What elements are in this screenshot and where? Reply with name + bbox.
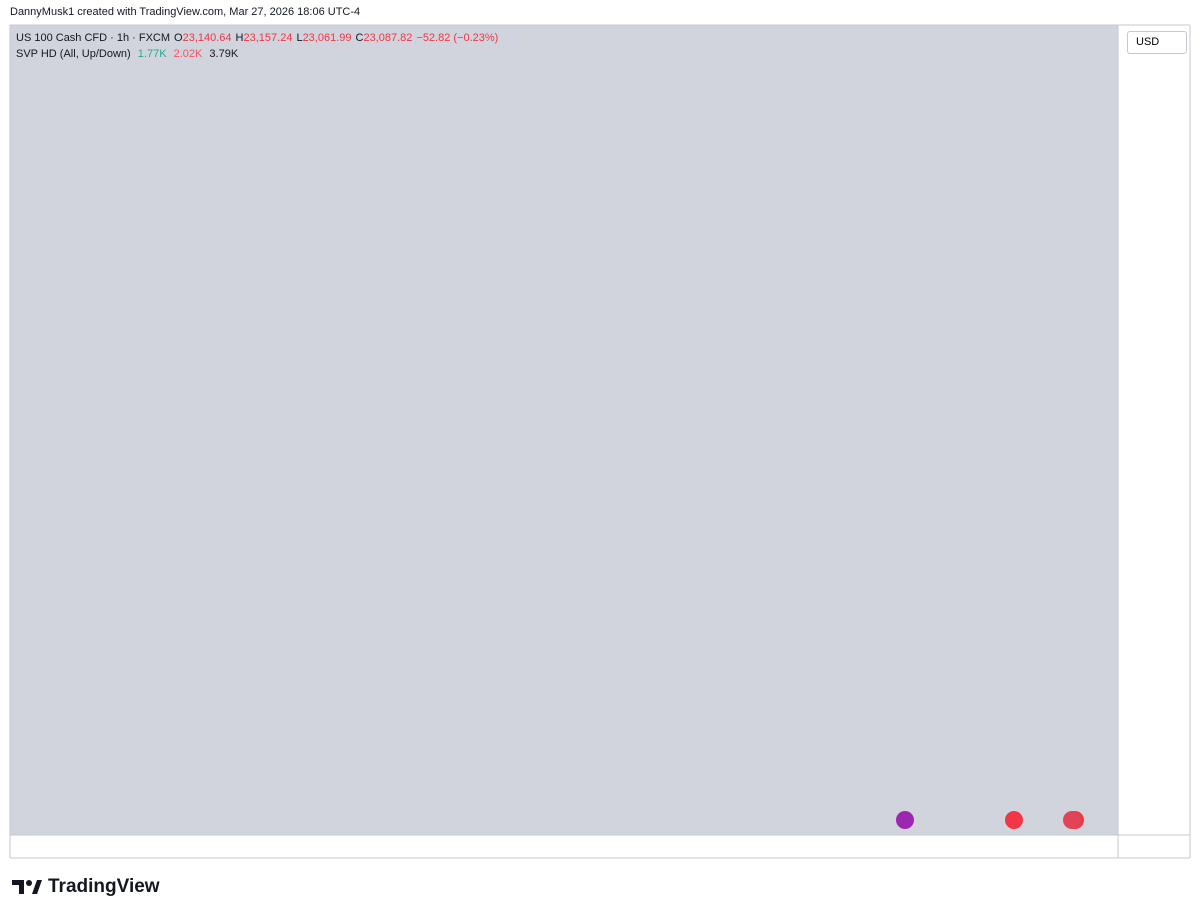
- time-axis-background: [10, 835, 1118, 858]
- brand-name: TradingView: [48, 876, 160, 897]
- plot-background: [10, 25, 1118, 835]
- ohlc-label: C: [355, 32, 364, 44]
- attribution: DannyMusk1 created with TradingView.com,…: [10, 6, 361, 18]
- ohlc-label: H: [235, 32, 244, 44]
- ohlc-value: 23,140.64: [182, 32, 232, 44]
- indicator-value: 1.77K: [137, 48, 167, 60]
- ohlc-label: L: [296, 32, 303, 44]
- ohlc-value: 23,087.82: [363, 32, 413, 44]
- event-icon[interactable]: [896, 811, 914, 829]
- ohlc-label: O: [174, 32, 183, 44]
- legend: US 100 Cash CFD · 1h · FXCM O23,140.64 H23…: [16, 32, 502, 44]
- indicator-value: 2.02K: [173, 48, 203, 60]
- symbol: US 100 Cash CFD · 1h · FXCM: [16, 32, 171, 44]
- change: −52.82 (−0.23%): [416, 32, 499, 44]
- event-icon[interactable]: [1005, 811, 1023, 829]
- ohlc-value: 23,061.99: [302, 32, 352, 44]
- event-icons: [896, 811, 1084, 829]
- indicator-name: SVP HD (All, Up/Down): [16, 48, 131, 60]
- indicator-legend: SVP HD (All, Up/Down) 1.77K 2.02K 3.79K: [16, 48, 242, 60]
- ohlc-value: 23,157.24: [243, 32, 293, 44]
- indicator-value: 3.79K: [209, 48, 239, 60]
- event-icon[interactable]: [1063, 811, 1081, 829]
- price-axis-background: [1118, 25, 1190, 858]
- footer-brand: TradingView: [12, 876, 160, 898]
- brand-logo: [12, 880, 42, 894]
- currency-button[interactable]: USD: [1127, 31, 1187, 54]
